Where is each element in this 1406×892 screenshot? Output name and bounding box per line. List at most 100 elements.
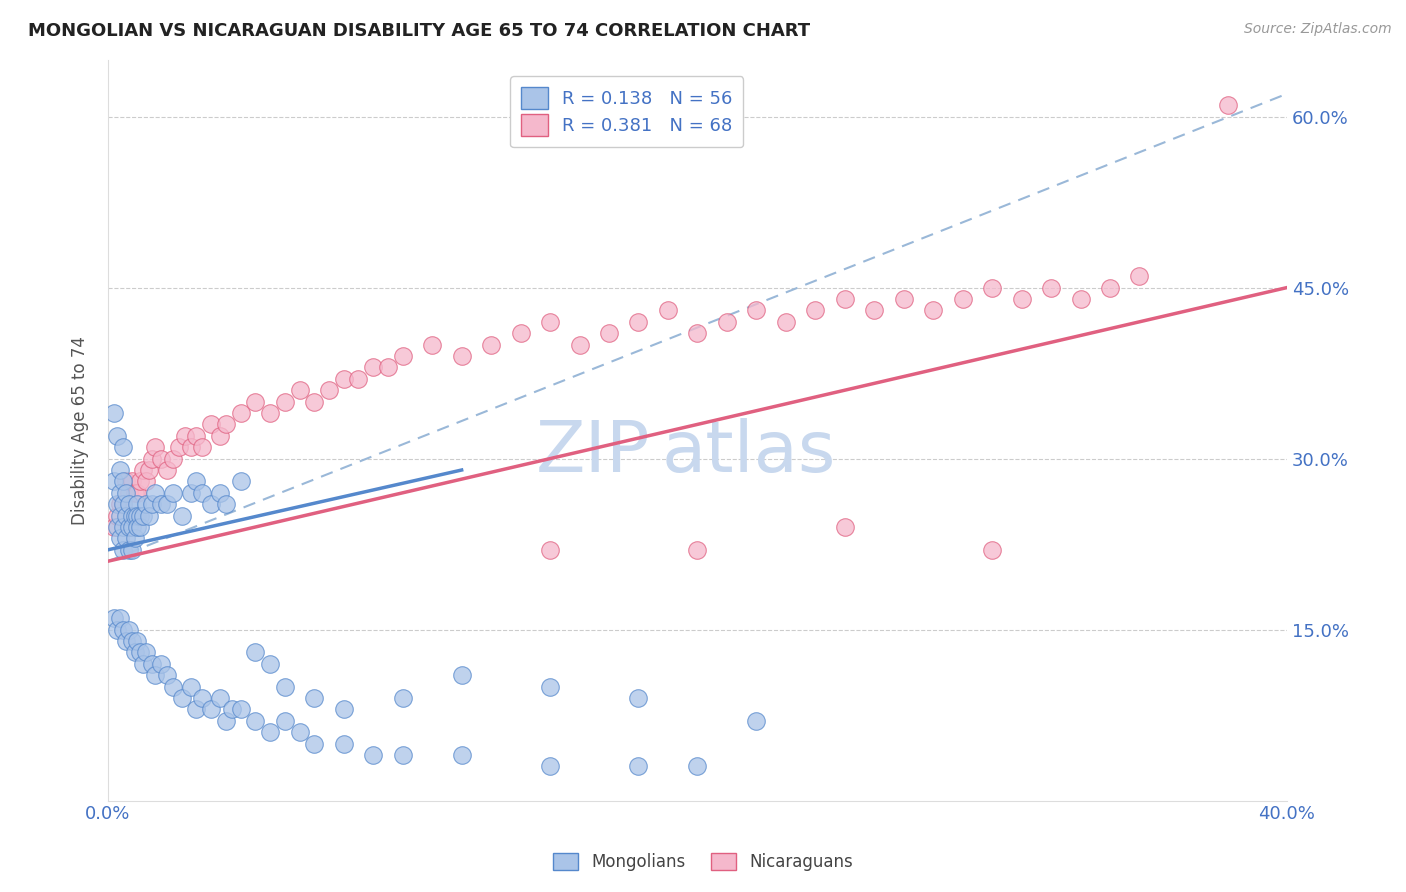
- Point: [1011, 292, 1033, 306]
- Point: [156, 668, 179, 682]
- Point: [135, 645, 157, 659]
- Point: [1098, 280, 1121, 294]
- Point: [127, 634, 149, 648]
- Point: [361, 360, 384, 375]
- Point: [141, 451, 163, 466]
- Point: [121, 520, 143, 534]
- Point: [981, 280, 1004, 294]
- Point: [479, 337, 502, 351]
- Point: [200, 417, 222, 432]
- Point: [124, 485, 146, 500]
- Point: [304, 394, 326, 409]
- Point: [538, 680, 561, 694]
- Point: [173, 429, 195, 443]
- Point: [127, 485, 149, 500]
- Point: [288, 725, 311, 739]
- Point: [138, 508, 160, 523]
- Point: [124, 645, 146, 659]
- Point: [686, 542, 709, 557]
- Point: [229, 475, 252, 489]
- Point: [686, 759, 709, 773]
- Point: [117, 485, 139, 500]
- Point: [391, 349, 413, 363]
- Point: [391, 691, 413, 706]
- Point: [162, 680, 184, 694]
- Point: [103, 520, 125, 534]
- Point: [274, 680, 297, 694]
- Point: [191, 440, 214, 454]
- Text: atlas: atlas: [662, 417, 837, 487]
- Point: [111, 475, 134, 489]
- Text: Source: ZipAtlas.com: Source: ZipAtlas.com: [1244, 22, 1392, 37]
- Point: [129, 508, 152, 523]
- Point: [304, 691, 326, 706]
- Point: [229, 702, 252, 716]
- Point: [105, 497, 128, 511]
- Point: [111, 440, 134, 454]
- Point: [245, 714, 267, 728]
- Point: [179, 485, 201, 500]
- Point: [127, 508, 149, 523]
- Point: [150, 657, 173, 671]
- Point: [111, 520, 134, 534]
- Point: [229, 406, 252, 420]
- Point: [150, 497, 173, 511]
- Point: [952, 292, 974, 306]
- Point: [200, 702, 222, 716]
- Point: [150, 451, 173, 466]
- Point: [391, 747, 413, 762]
- Point: [129, 520, 152, 534]
- Point: [117, 623, 139, 637]
- Point: [111, 623, 134, 637]
- Point: [114, 475, 136, 489]
- Point: [1216, 98, 1239, 112]
- Point: [200, 497, 222, 511]
- Point: [1040, 280, 1063, 294]
- Point: [538, 759, 561, 773]
- Point: [450, 349, 472, 363]
- Point: [114, 532, 136, 546]
- Point: [834, 520, 856, 534]
- Point: [132, 508, 155, 523]
- Point: [538, 315, 561, 329]
- Point: [186, 702, 208, 716]
- Point: [111, 497, 134, 511]
- Point: [124, 532, 146, 546]
- Point: [111, 542, 134, 557]
- Point: [1070, 292, 1092, 306]
- Point: [893, 292, 915, 306]
- Point: [318, 383, 340, 397]
- Point: [863, 303, 886, 318]
- Point: [745, 303, 768, 318]
- Point: [215, 417, 238, 432]
- Point: [509, 326, 531, 341]
- Point: [1128, 269, 1150, 284]
- Point: [117, 520, 139, 534]
- Point: [103, 611, 125, 625]
- Point: [598, 326, 620, 341]
- Point: [627, 315, 650, 329]
- Point: [259, 406, 281, 420]
- Point: [215, 714, 238, 728]
- Point: [129, 475, 152, 489]
- Point: [132, 463, 155, 477]
- Point: [121, 634, 143, 648]
- Point: [170, 508, 193, 523]
- Point: [221, 702, 243, 716]
- Point: [568, 337, 591, 351]
- Point: [105, 429, 128, 443]
- Point: [138, 463, 160, 477]
- Point: [450, 668, 472, 682]
- Point: [170, 691, 193, 706]
- Point: [143, 440, 166, 454]
- Point: [127, 520, 149, 534]
- Point: [420, 337, 443, 351]
- Point: [332, 702, 354, 716]
- Point: [117, 497, 139, 511]
- Point: [186, 429, 208, 443]
- Point: [191, 691, 214, 706]
- Point: [259, 725, 281, 739]
- Point: [156, 463, 179, 477]
- Point: [111, 497, 134, 511]
- Point: [162, 451, 184, 466]
